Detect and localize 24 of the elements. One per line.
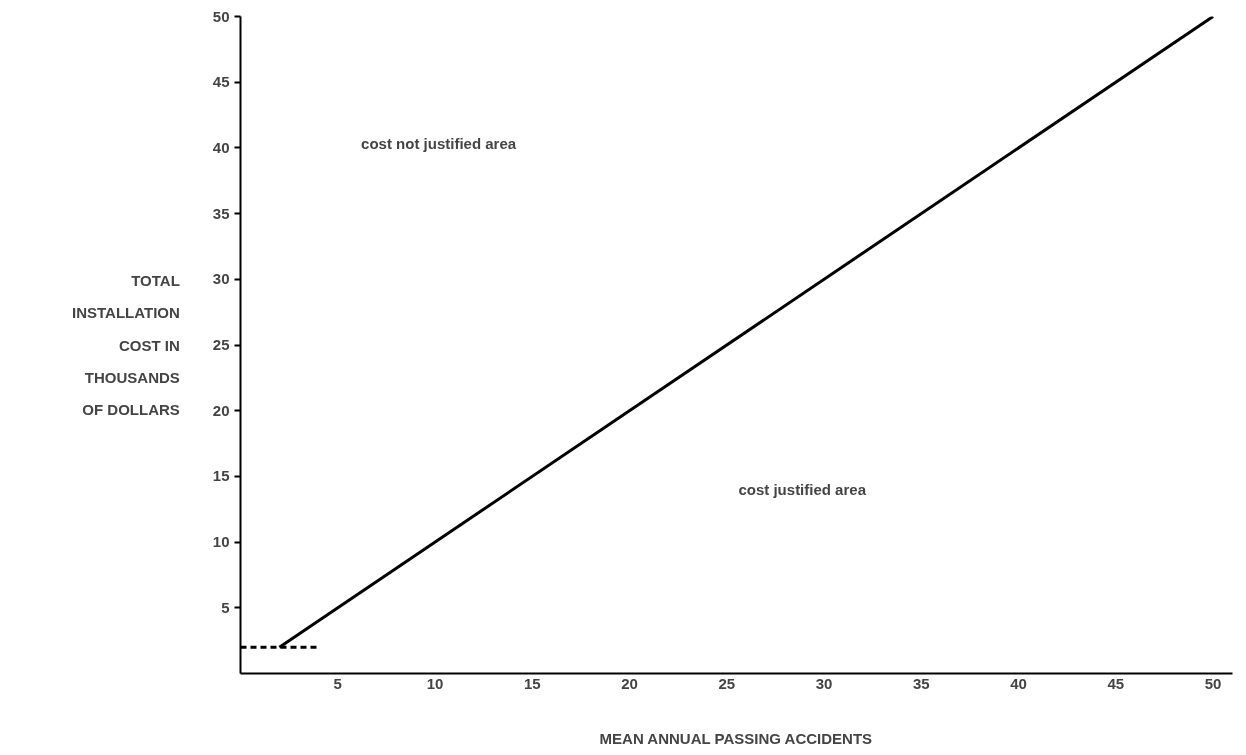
x-axis-title: MEAN ANNUAL PASSING ACCIDENTS (599, 729, 873, 747)
x-tick-label: 5 (333, 674, 342, 692)
x-tick-label: 35 (912, 674, 930, 692)
y-tick-label: 30 (212, 270, 230, 288)
annotation: cost justified area (738, 481, 867, 499)
x-tick-label: 10 (426, 674, 444, 692)
x-tick-label: 15 (523, 674, 541, 692)
y-tick-label: 5 (221, 598, 230, 616)
y-tick-label: 20 (212, 401, 230, 419)
y-tick-label: 15 (212, 467, 230, 485)
y-tick-label: 40 (212, 138, 230, 156)
y-tick-label: 10 (212, 533, 230, 551)
y-tick-label: 35 (212, 204, 230, 222)
annotation: cost not justified area (361, 135, 517, 153)
y-tick-label: 45 (212, 73, 230, 91)
x-tick-label: 40 (1010, 674, 1027, 692)
y-tick-label: 50 (212, 7, 230, 25)
x-tick-label: 20 (621, 674, 638, 692)
y-axis-title: TOTAL INSTALLATION COST IN THOUSANDS OF DOLLARS (72, 271, 180, 419)
x-tick-label: 25 (718, 674, 736, 692)
x-tick-label: 30 (815, 674, 833, 692)
y-tick-label: 25 (212, 336, 230, 353)
x-tick-label: 50 (1204, 674, 1222, 692)
x-tick-label: 45 (1107, 674, 1125, 692)
